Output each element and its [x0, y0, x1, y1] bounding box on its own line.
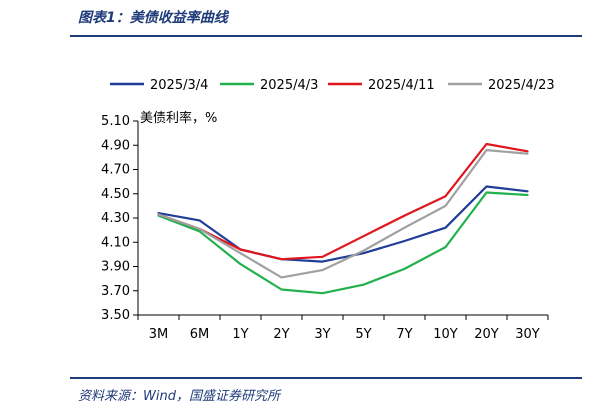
x-tick-label: 20Y: [474, 327, 499, 342]
legend-item: 2025/4/11: [328, 78, 435, 93]
y-tick-label: 4.30: [101, 211, 130, 226]
x-tick-labels: 3M 6M 1Y 2Y 3Y 5Y 7Y 10Y 20Y 30Y: [149, 327, 540, 342]
y-axis-label: 美债利率，%: [140, 110, 217, 126]
legend-item: 2025/4/3: [220, 78, 318, 93]
y-tick-label: 4.70: [101, 163, 130, 178]
x-tick-label: 3Y: [314, 327, 330, 342]
chart-legend: 2025/3/4 2025/4/3 2025/4/11 2025/4/23: [110, 78, 555, 93]
series-line-2025-4-3: [157, 191, 529, 295]
legend-item: 2025/4/23: [448, 78, 555, 93]
y-tick-label: 5.10: [101, 114, 130, 129]
legend-label: 2025/4/11: [368, 78, 435, 93]
series-line-2025-3-4: [157, 185, 529, 263]
series-line-2025-4-11: [157, 142, 529, 261]
y-tick-label: 4.10: [101, 235, 130, 250]
legend-label: 2025/3/4: [150, 78, 208, 93]
y-tick-label: 3.50: [101, 308, 130, 323]
y-tick-label: 4.90: [101, 138, 130, 153]
x-tick-label: 6M: [190, 327, 210, 342]
x-tick-label: 3M: [149, 327, 169, 342]
figure-title: 图表1：美债收益率曲线: [78, 10, 228, 26]
legend-item: 2025/3/4: [110, 78, 208, 93]
y-tick-label: 3.70: [101, 284, 130, 299]
x-tick-label: 7Y: [396, 327, 412, 342]
y-tick-label: 3.90: [101, 260, 130, 275]
chart-axes: [133, 120, 549, 320]
x-tick-label: 30Y: [515, 327, 540, 342]
y-tick-label: 4.50: [101, 187, 130, 202]
source-note: 资料来源：Wind，国盛证券研究所: [78, 389, 280, 404]
x-tick-label: 1Y: [232, 327, 248, 342]
x-tick-label: 10Y: [433, 327, 458, 342]
legend-label: 2025/4/3: [260, 78, 318, 93]
series-line-2025-4-23: [157, 149, 529, 279]
x-tick-label: 5Y: [355, 327, 371, 342]
legend-label: 2025/4/23: [488, 78, 555, 93]
x-tick-label: 2Y: [273, 327, 289, 342]
plot-area: [157, 142, 529, 295]
y-tick-labels: 3.50 3.70 3.90 4.10 4.30 4.50 4.70 4.90 5.10: [101, 114, 130, 323]
header-footer-rules: [70, 35, 582, 379]
